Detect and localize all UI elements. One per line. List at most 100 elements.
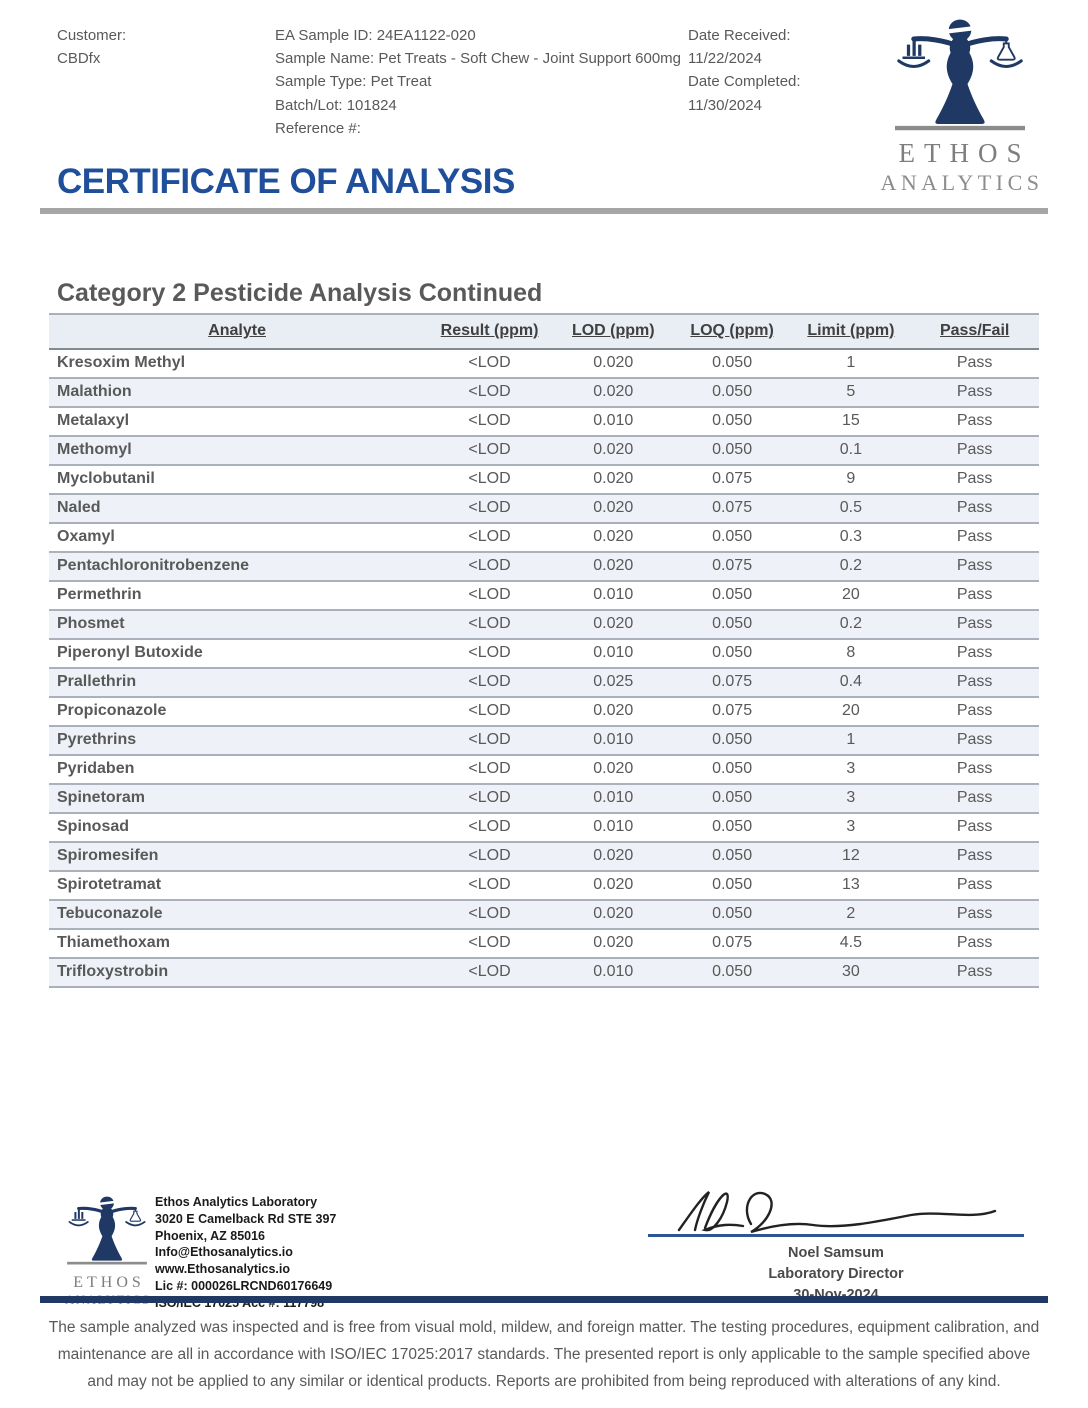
table-row: Oxamyl <LOD 0.020 0.050 0.3 Pass [49,524,1039,553]
title-divider [40,208,1048,214]
logo-wordmark-top: ETHOS [898,138,1031,168]
value-cell: Pass [910,553,1039,582]
value-cell: 0.050 [672,582,792,611]
value-cell: 0.075 [672,466,792,495]
analyte-cell: Methomyl [49,437,426,466]
table-row: Thiamethoxam <LOD 0.020 0.075 4.5 Pass [49,930,1039,959]
value-cell: 0.050 [672,408,792,437]
batch-lot: Batch/Lot: 101824 [275,96,397,114]
table-row: Malathion <LOD 0.020 0.050 5 Pass [49,379,1039,408]
value-cell: 1 [791,350,911,379]
value-cell: Pass [910,669,1039,698]
value-cell: Pass [910,756,1039,785]
analyte-cell: Thiamethoxam [49,930,426,959]
value-cell: 0.020 [553,843,673,872]
table-row: Spirotetramat <LOD 0.020 0.050 13 Pass [49,872,1039,901]
value-cell: 0.010 [553,959,673,988]
value-cell: 5 [791,379,911,408]
value-cell: 12 [791,843,911,872]
table-row: Trifloxystrobin <LOD 0.010 0.050 30 Pass [49,959,1039,988]
value-cell: <LOD [425,611,554,640]
value-cell: 0.010 [553,640,673,669]
value-cell: 0.3 [791,524,911,553]
value-cell: 0.020 [553,350,673,379]
analyte-cell: Kresoxim Methyl [49,350,426,379]
value-cell: 0.050 [672,379,792,408]
value-cell: 0.075 [672,930,792,959]
analyte-cell: Pentachloronitrobenzene [49,553,426,582]
value-cell: 9 [791,466,911,495]
value-cell: 0.020 [553,901,673,930]
sample-name: Sample Name: Pet Treats - Soft Chew - Jo… [275,50,682,68]
value-cell: 0.4 [791,669,911,698]
table-row: Tebuconazole <LOD 0.020 0.050 2 Pass [49,901,1039,930]
table-header-row: Analyte Result (ppm) LOD (ppm) LOQ (ppm) Lim… [49,313,1039,350]
lab-info-line: Phoenix, AZ 85016 [155,1228,265,1243]
analyte-cell: Myclobutanil [49,466,426,495]
date-received-label: Date Received: [688,27,791,44]
dates-block: Date Received: 11/22/2024 Date Completed… [688,24,801,117]
analyte-cell: Naled [49,495,426,524]
signature-scribble-icon [677,1191,997,1234]
value-cell: Pass [910,466,1039,495]
value-cell: 4.5 [791,930,911,959]
analyte-cell: Prallethrin [49,669,426,698]
value-cell: 13 [791,872,911,901]
value-cell: 0.075 [672,495,792,524]
lady-justice-scales-icon [885,12,1035,136]
table-row: Pyrethrins <LOD 0.010 0.050 1 Pass [49,727,1039,756]
value-cell: 0.050 [672,756,792,785]
value-cell: <LOD [425,930,554,959]
value-cell: 3 [791,814,911,843]
column-header: Result (ppm) [425,313,554,350]
customer-block: Customer: CBDfx [57,24,126,70]
value-cell: Pass [910,814,1039,843]
table-row: Phosmet <LOD 0.020 0.050 0.2 Pass [49,611,1039,640]
lab-info-line: Info@Ethosanalytics.io [155,1245,293,1260]
value-cell: 0.050 [672,959,792,988]
table-row: Spinetoram <LOD 0.010 0.050 3 Pass [49,785,1039,814]
analyte-cell: Phosmet [49,611,426,640]
sample-type: Sample Type: Pet Treat [275,73,432,91]
value-cell: Pass [910,698,1039,727]
value-cell: 0.050 [672,640,792,669]
value-cell: 30 [791,959,911,988]
value-cell: 0.050 [672,727,792,756]
value-cell: 0.020 [553,698,673,727]
value-cell: Pass [910,843,1039,872]
value-cell: <LOD [425,901,554,930]
lady-justice-scales-icon [65,1195,149,1267]
value-cell: <LOD [425,379,554,408]
pesticide-table-body: Kresoxim Methyl <LOD 0.020 0.050 1 Pass Malath… [49,350,1039,988]
value-cell: <LOD [425,756,554,785]
table-row: Myclobutanil <LOD 0.020 0.075 9 Pass [49,466,1039,495]
page-title: CERTIFICATE OF ANALYSIS [57,162,515,201]
lab-info-line: Lic #: 000026LRCND60176649 [155,1278,333,1293]
value-cell: <LOD [425,785,554,814]
analyte-cell: Trifloxystrobin [49,959,426,988]
value-cell: Pass [910,350,1039,379]
table-row: Propiconazole <LOD 0.020 0.075 20 Pass [49,698,1039,727]
value-cell: <LOD [425,495,554,524]
value-cell: Pass [910,640,1039,669]
analyte-cell: Spirotetramat [49,872,426,901]
analyte-cell: Pyrethrins [49,727,426,756]
value-cell: 20 [791,582,911,611]
value-cell: <LOD [425,698,554,727]
sample-id: EA Sample ID: 24EA1122-020 [275,27,476,44]
customer-label: Customer: [57,27,127,44]
value-cell: 0.025 [553,669,673,698]
pesticide-analysis-table: Analyte Result (ppm) LOD (ppm) LOQ (ppm) Lim… [49,313,1039,988]
value-cell: <LOD [425,350,554,379]
table-row: Pentachloronitrobenzene <LOD 0.020 0.075 0.2… [49,553,1039,582]
value-cell: 0.010 [553,408,673,437]
value-cell: 0.2 [791,611,911,640]
value-cell: Pass [910,611,1039,640]
footer-divider-bar [40,1296,1048,1303]
value-cell: 0.020 [553,466,673,495]
value-cell: Pass [910,495,1039,524]
value-cell: 0.050 [672,785,792,814]
ethos-analytics-logo: ETHOS ANALYTICS [870,12,1050,196]
table-row: Piperonyl Butoxide <LOD 0.010 0.050 8 Pass [49,640,1039,669]
value-cell: <LOD [425,814,554,843]
